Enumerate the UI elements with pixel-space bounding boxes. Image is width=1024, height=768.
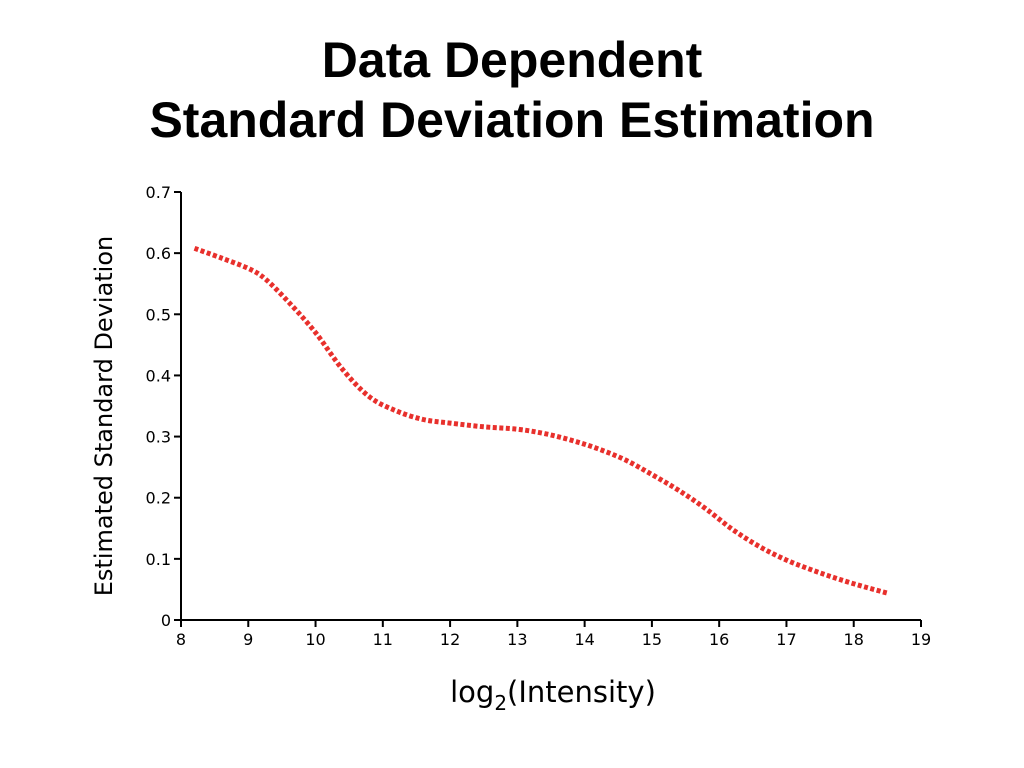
x-axis-label: log2(Intensity) [450, 675, 656, 715]
chart-series [193, 245, 889, 596]
y-tick-label: 0.2 [146, 489, 171, 508]
y-axis-ticks: 0 0.1 0.2 0.3 0.4 0.5 0.6 0.7 [146, 183, 181, 630]
y-tick-label: 0.1 [146, 550, 171, 569]
x-tick-label: 11 [373, 630, 393, 649]
y-tick-label: 0.5 [146, 305, 171, 324]
x-axis-ticks: 8 9 10 11 12 13 14 15 16 17 18 19 [176, 620, 931, 649]
slide-title-line-2: Standard Deviation Estimation [149, 92, 875, 148]
x-tick-label: 16 [709, 630, 729, 649]
x-tick-label: 9 [243, 630, 253, 649]
x-tick-label: 14 [574, 630, 594, 649]
y-tick-label: 0.3 [146, 428, 171, 447]
x-tick-label: 17 [776, 630, 796, 649]
x-tick-label: 12 [440, 630, 460, 649]
chart-axes [180, 192, 921, 621]
y-tick-label: 0.4 [146, 366, 171, 385]
series-line [193, 245, 889, 596]
y-tick-label: 0.6 [146, 244, 171, 263]
x-tick-label: 10 [305, 630, 325, 649]
x-axis-label-subscript: 2 [494, 691, 507, 715]
y-tick-label: 0.7 [146, 183, 171, 202]
x-axis-label-rest: (Intensity) [507, 675, 656, 709]
slide-title: Data Dependent Standard Deviation Estima… [0, 30, 1024, 150]
x-tick-label: 13 [507, 630, 527, 649]
slide-title-line-1: Data Dependent [321, 32, 703, 88]
y-axis-label: Estimated Standard Deviation [90, 236, 118, 596]
x-axis-label-log: log [450, 675, 494, 709]
x-tick-label: 18 [844, 630, 864, 649]
x-tick-label: 15 [642, 630, 662, 649]
x-tick-label: 19 [911, 630, 931, 649]
y-tick-label: 0 [161, 611, 171, 630]
x-tick-label: 8 [176, 630, 186, 649]
